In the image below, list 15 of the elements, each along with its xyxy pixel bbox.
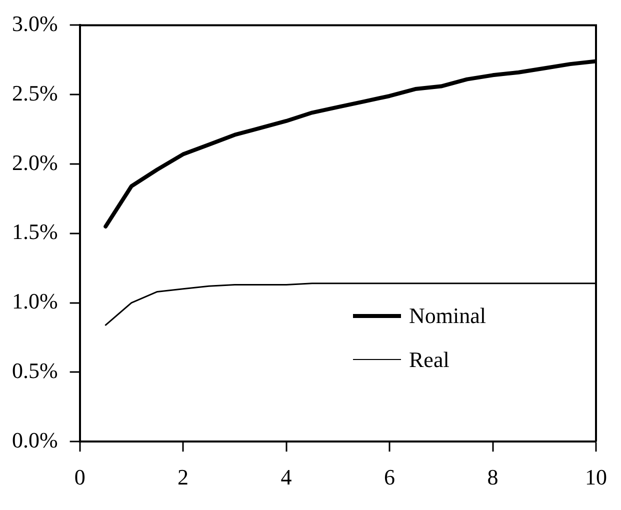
legend-label: Nominal xyxy=(409,302,486,329)
x-tick-label: 6 xyxy=(384,464,396,490)
y-tick-label: 2.5% xyxy=(12,80,58,106)
y-tick-label: 1.0% xyxy=(12,288,58,314)
y-tick-label: 1.5% xyxy=(12,219,58,244)
legend-label: Real xyxy=(409,346,450,373)
y-tick-label: 3.0% xyxy=(12,10,58,36)
y-tick-label: 2.0% xyxy=(12,150,58,175)
x-tick-label: 10 xyxy=(585,464,607,490)
y-tick-label: 0.5% xyxy=(12,358,58,383)
x-tick-label: 0 xyxy=(74,464,86,490)
x-tick-label: 2 xyxy=(178,464,189,490)
x-tick-label: 4 xyxy=(280,464,292,490)
x-tick-label: 8 xyxy=(487,464,498,490)
y-tick-label: 0.0% xyxy=(12,427,58,452)
